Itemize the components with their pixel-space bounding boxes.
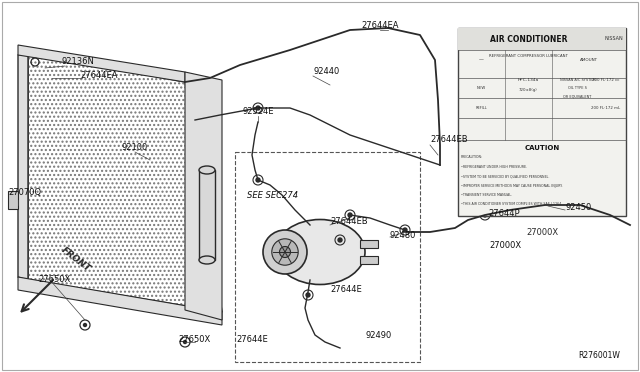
Text: •REFRIGERANT UNDER HIGH PRESSURE.: •REFRIGERANT UNDER HIGH PRESSURE. xyxy=(461,164,527,169)
Text: 27644EB: 27644EB xyxy=(430,135,468,144)
Circle shape xyxy=(306,293,310,297)
Ellipse shape xyxy=(199,256,215,264)
Text: REFRIGERANT COMPRESSOR LUBRICANT: REFRIGERANT COMPRESSOR LUBRICANT xyxy=(489,54,568,58)
Circle shape xyxy=(280,247,291,257)
Bar xyxy=(360,240,378,248)
Text: R276001W: R276001W xyxy=(578,350,620,359)
Text: HFC-134a: HFC-134a xyxy=(518,78,539,82)
Circle shape xyxy=(272,239,298,265)
Text: NISSAN A/C SYSTEM: NISSAN A/C SYSTEM xyxy=(559,78,595,82)
Text: —: — xyxy=(479,58,484,62)
Text: NISSAN: NISSAN xyxy=(604,36,623,42)
Text: NEW: NEW xyxy=(477,86,486,90)
Bar xyxy=(199,170,215,260)
Text: 27650X: 27650X xyxy=(179,336,211,344)
Circle shape xyxy=(184,340,186,343)
Polygon shape xyxy=(28,52,222,312)
Ellipse shape xyxy=(275,219,365,285)
Text: FRONT: FRONT xyxy=(60,246,93,274)
Text: REFILL: REFILL xyxy=(476,106,488,110)
Text: 27070Q: 27070Q xyxy=(8,189,41,198)
Text: CAUTION: CAUTION xyxy=(524,145,559,151)
Text: •TRANSIENT SERVICE MANUAL.: •TRANSIENT SERVICE MANUAL. xyxy=(461,193,512,197)
Text: 92480: 92480 xyxy=(390,231,417,240)
Text: 27000X: 27000X xyxy=(489,241,521,250)
Text: SEE SEC274: SEE SEC274 xyxy=(247,192,298,201)
Polygon shape xyxy=(18,45,185,82)
Text: OIL TYPE S: OIL TYPE S xyxy=(568,86,587,90)
Text: 27644E: 27644E xyxy=(330,285,362,295)
Circle shape xyxy=(338,238,342,242)
Circle shape xyxy=(483,213,487,217)
Text: 720±8(g): 720±8(g) xyxy=(519,88,538,92)
Text: 92490: 92490 xyxy=(365,330,391,340)
Text: 92524E: 92524E xyxy=(243,108,274,116)
Text: 27644EA: 27644EA xyxy=(80,71,118,80)
Text: 92440: 92440 xyxy=(313,67,339,77)
Circle shape xyxy=(83,324,86,327)
Text: 92136N: 92136N xyxy=(62,58,95,67)
Bar xyxy=(8,191,18,209)
Text: AIR CONDITIONER: AIR CONDITIONER xyxy=(490,35,567,44)
Bar xyxy=(360,256,378,264)
Text: 200 FL·172 mL: 200 FL·172 mL xyxy=(591,106,620,110)
Text: 27644P: 27644P xyxy=(488,208,520,218)
Text: 200 FL·172 cc: 200 FL·172 cc xyxy=(592,78,620,82)
Circle shape xyxy=(263,230,307,274)
Polygon shape xyxy=(185,72,222,320)
Circle shape xyxy=(403,228,407,232)
Bar xyxy=(235,152,420,362)
Circle shape xyxy=(256,106,260,110)
Text: 27644EA: 27644EA xyxy=(361,22,399,31)
Text: 27650X: 27650X xyxy=(38,276,70,285)
Text: •SYSTEM TO BE SERVICED BY QUALIFIED PERSONNEL.: •SYSTEM TO BE SERVICED BY QUALIFIED PERS… xyxy=(461,174,549,178)
Circle shape xyxy=(348,213,352,217)
Text: PRECAUTION:: PRECAUTION: xyxy=(461,155,483,159)
Ellipse shape xyxy=(199,166,215,174)
Polygon shape xyxy=(18,277,222,325)
Text: •THIS AIR CONDITIONER SYSTEM COMPLIES WITH SAE-J-1264: •THIS AIR CONDITIONER SYSTEM COMPLIES WI… xyxy=(461,202,561,206)
Bar xyxy=(458,28,626,50)
Text: 27644EB: 27644EB xyxy=(330,218,367,227)
Text: 92100: 92100 xyxy=(122,144,148,153)
Text: 27644E: 27644E xyxy=(236,336,268,344)
Text: •IMPROPER SERVICE METHODS MAY CAUSE PERSONAL INJURY.: •IMPROPER SERVICE METHODS MAY CAUSE PERS… xyxy=(461,183,563,187)
Bar xyxy=(458,28,626,216)
Circle shape xyxy=(256,178,260,182)
Text: 92450: 92450 xyxy=(565,202,591,212)
Text: 27000X: 27000X xyxy=(526,228,558,237)
Text: OR EQUIVALENT: OR EQUIVALENT xyxy=(563,94,591,98)
Polygon shape xyxy=(18,52,28,280)
Text: AMOUNT: AMOUNT xyxy=(580,58,598,62)
